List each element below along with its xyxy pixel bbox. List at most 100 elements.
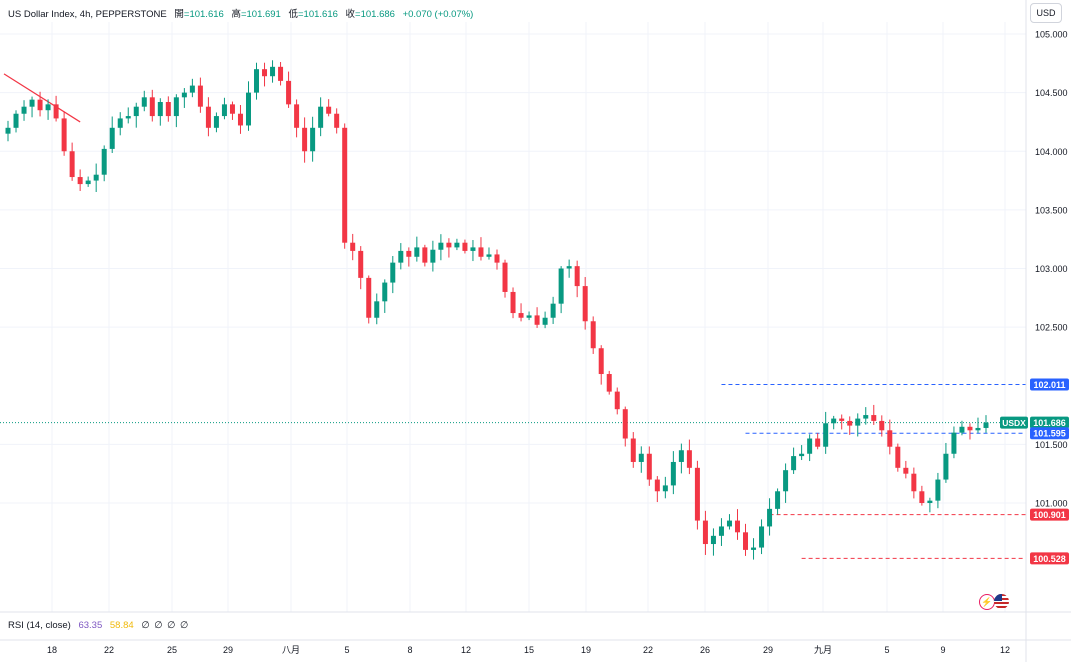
candle <box>646 446 652 486</box>
change-value: +0.070 (+0.07%) <box>402 9 474 20</box>
candle <box>430 240 436 272</box>
candle <box>662 476 668 499</box>
candle-body <box>270 66 276 77</box>
candle-body <box>855 418 861 426</box>
candle <box>422 244 428 267</box>
candle-body <box>181 92 187 98</box>
close-value: =101.686 <box>355 9 395 20</box>
symbol-title[interactable]: US Dollar Index, 4h, PEPPERSTONE <box>8 9 167 20</box>
low-label: 低 <box>288 9 298 20</box>
candle-body <box>743 532 749 550</box>
candle <box>855 413 861 437</box>
candle <box>326 99 332 117</box>
candle <box>278 62 284 86</box>
candle-body <box>454 242 460 248</box>
low-value: =101.616 <box>298 9 338 20</box>
candle-body <box>558 268 564 304</box>
candle <box>759 519 765 555</box>
candle-body <box>975 427 981 431</box>
candle <box>45 99 51 120</box>
candle <box>13 110 19 133</box>
candle-body <box>831 418 837 424</box>
currency-button[interactable]: USD <box>1030 3 1062 23</box>
candle <box>638 446 644 473</box>
candle-body <box>550 303 556 318</box>
price-tag-blue-level: 101.595 <box>1030 427 1069 440</box>
candle-body <box>967 426 973 431</box>
candle-body <box>101 148 107 175</box>
candle-body <box>630 438 636 462</box>
candle <box>502 259 508 298</box>
candle-body <box>213 116 219 128</box>
candle-body <box>911 473 917 492</box>
candle-body <box>710 535 716 545</box>
candle-body <box>262 69 268 77</box>
candle <box>93 163 99 193</box>
y-tick-label: 103.000 <box>1035 264 1068 274</box>
candle-body <box>887 430 893 447</box>
candle-body <box>847 420 853 426</box>
candle-body <box>302 127 308 152</box>
rsi-placeholders: ∅ ∅ ∅ ∅ <box>141 620 190 631</box>
open-value: =101.616 <box>183 9 224 20</box>
candle-body <box>109 127 115 149</box>
candle <box>694 460 700 530</box>
candle-body <box>374 301 380 318</box>
candle-body <box>197 85 203 107</box>
candle-body <box>398 250 404 263</box>
candle-body <box>654 479 660 492</box>
candle <box>37 91 43 117</box>
rsi-ma-value: 58.84 <box>109 620 134 631</box>
candle <box>678 443 684 474</box>
price-tag-label: 100.901 <box>1033 510 1066 520</box>
candle <box>951 426 957 459</box>
candle <box>77 169 83 191</box>
price-tag-label: 101.595 <box>1033 429 1066 439</box>
candle-body <box>189 85 195 93</box>
price-tag-current: 101.686 USDX <box>1000 416 1069 429</box>
candle <box>791 447 797 474</box>
candle-body <box>879 420 885 431</box>
rsi-legend[interactable]: RSI (14, close) 63.35 58.84 ∅ ∅ ∅ ∅ <box>8 620 189 631</box>
candle-body <box>903 467 909 474</box>
y-tick-label: 104.000 <box>1035 147 1068 157</box>
x-tick-label: 22 <box>643 645 653 655</box>
candle-body <box>470 247 476 251</box>
candle-body <box>718 526 724 536</box>
candle <box>879 415 885 437</box>
candle-body <box>702 520 708 545</box>
candle-body <box>622 409 628 439</box>
candle <box>710 528 716 556</box>
candle <box>470 240 476 262</box>
candle-body <box>486 254 492 257</box>
candle <box>799 445 805 461</box>
x-tick-label: 18 <box>47 645 57 655</box>
candle <box>334 108 340 134</box>
candle <box>967 423 973 440</box>
candle <box>550 296 556 324</box>
candle <box>935 472 941 509</box>
price-tag-bg <box>1030 427 1069 440</box>
candle <box>622 406 628 447</box>
high-value: =101.691 <box>240 9 281 20</box>
candle-body <box>462 242 468 251</box>
close-label: 收 <box>345 9 356 20</box>
candle-body <box>815 438 821 447</box>
x-tick-label: 19 <box>581 645 591 655</box>
flash-icon[interactable]: ⚡ <box>979 594 995 610</box>
candle-body <box>871 415 877 421</box>
candle <box>558 266 564 314</box>
candle-body <box>959 426 965 433</box>
candle <box>133 102 139 128</box>
candle <box>141 90 147 112</box>
level-lines <box>0 73 1026 559</box>
candle-body <box>85 180 91 185</box>
candle <box>254 62 260 100</box>
candle <box>590 316 596 354</box>
us-flag-icon[interactable] <box>994 594 1009 609</box>
x-tick-label: 29 <box>763 645 773 655</box>
candle-body <box>157 102 163 117</box>
rsi-value: 63.35 <box>78 620 103 631</box>
